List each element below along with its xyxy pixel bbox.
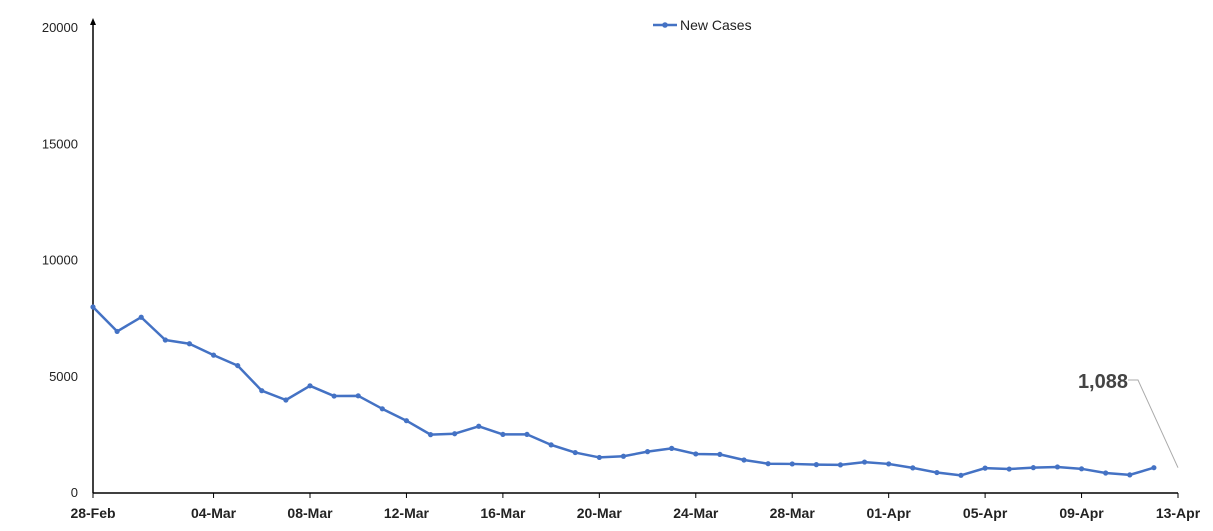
- data-point: [861, 459, 868, 465]
- x-tick-label: 09-Apr: [1059, 505, 1104, 521]
- data-point: [162, 337, 168, 343]
- data-point: [1127, 472, 1133, 478]
- y-tick-label: 10000: [42, 253, 78, 268]
- x-tick-label: 16-Mar: [480, 505, 526, 521]
- x-axis-ticks: 28-Feb 04-Mar 08-Mar 12-Mar 16-Mar 20-Mar 24-M…: [70, 493, 1201, 521]
- data-point: [789, 461, 795, 467]
- data-point: [90, 304, 96, 310]
- data-point: [596, 454, 602, 461]
- data-point: [1030, 465, 1036, 471]
- x-tick-label: 12-Mar: [384, 505, 430, 521]
- data-point: [114, 328, 120, 335]
- x-tick-label: 24-Mar: [673, 505, 719, 521]
- x-tick-label: 20-Mar: [577, 505, 623, 521]
- data-point: [548, 442, 554, 448]
- legend: New Cases: [653, 17, 752, 33]
- x-tick-label: 04-Mar: [191, 505, 237, 521]
- y-tick-label: 20000: [42, 20, 78, 35]
- legend-label: New Cases: [680, 17, 752, 33]
- data-point: [982, 465, 988, 471]
- data-point: [476, 423, 482, 429]
- data-point: [837, 462, 844, 468]
- x-tick-label: 28-Feb: [70, 505, 115, 521]
- data-point: [644, 449, 651, 455]
- y-axis-ticks: 0 5000 10000 15000 20000: [42, 20, 78, 500]
- annotation-leader-line: [1128, 379, 1179, 468]
- annotation-layer: 1,088: [1078, 371, 1179, 468]
- x-tick-label: 28-Mar: [770, 505, 816, 521]
- data-point: [210, 352, 217, 358]
- data-point: [379, 406, 385, 412]
- data-point: [452, 431, 458, 437]
- data-point: [1103, 470, 1109, 476]
- series-line: [92, 306, 1155, 477]
- y-tick-label: 15000: [42, 136, 78, 151]
- data-point: [331, 393, 337, 399]
- data-point: [886, 461, 892, 467]
- series-layer: [90, 304, 1157, 478]
- legend-swatch-marker: [662, 22, 668, 28]
- data-point: [307, 383, 313, 389]
- data-point: [283, 397, 289, 403]
- data-point: [934, 469, 940, 476]
- data-point: [186, 341, 193, 347]
- x-tick-label: 05-Apr: [963, 505, 1008, 521]
- data-point: [572, 449, 578, 456]
- data-point: [958, 472, 964, 478]
- data-point: [427, 432, 434, 438]
- data-point: [235, 362, 241, 369]
- data-point: [765, 461, 771, 467]
- x-tick-label: 13-Apr: [1156, 505, 1201, 521]
- data-point: [259, 388, 265, 394]
- data-point: [403, 418, 410, 424]
- data-point: [1151, 465, 1157, 471]
- x-tick-label: 08-Mar: [287, 505, 333, 521]
- data-point: [355, 393, 361, 399]
- data-point: [693, 451, 699, 457]
- data-point: [813, 462, 819, 468]
- data-point: [1054, 464, 1061, 470]
- data-point: [138, 314, 144, 320]
- y-tick-label: 0: [71, 485, 78, 500]
- annotation-label: 1,088: [1078, 371, 1128, 393]
- data-point: [1006, 466, 1012, 472]
- data-point: [669, 445, 675, 451]
- data-point: [910, 465, 916, 471]
- data-point: [524, 431, 530, 438]
- data-point: [717, 451, 723, 458]
- y-axis-arrow: [90, 18, 96, 25]
- data-point: [741, 457, 747, 463]
- data-point: [620, 453, 627, 459]
- x-tick-label: 01-Apr: [866, 505, 911, 521]
- y-tick-label: 5000: [49, 369, 78, 384]
- data-point: [500, 431, 506, 438]
- data-point: [1078, 466, 1085, 472]
